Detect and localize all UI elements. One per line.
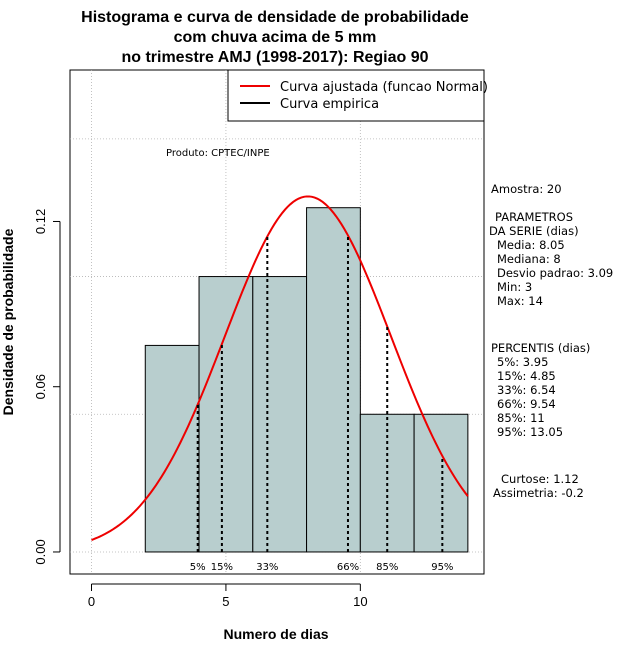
side-p33: 33%: 6.54 bbox=[497, 383, 556, 397]
x-axis-label: Numero de dias bbox=[223, 626, 328, 642]
side-percentis-title: PERCENTIS (dias) bbox=[491, 341, 590, 355]
side-p66: 66%: 9.54 bbox=[497, 397, 556, 411]
side-p15: 15%: 4.85 bbox=[497, 369, 556, 383]
side-p95: 95%: 13.05 bbox=[497, 425, 563, 439]
side-min: Min: 3 bbox=[497, 280, 532, 294]
x-tick-label: 5 bbox=[222, 594, 229, 609]
histogram-bars bbox=[144, 207, 469, 553]
side-p5: 5%: 3.95 bbox=[497, 355, 548, 369]
chart-title-line-2: com chuva acima de 5 mm bbox=[174, 29, 377, 46]
side-parametros-title-2: DA SERIE (dias) bbox=[489, 224, 579, 238]
legend: Curva ajustada (funcao Normal) Curva emp… bbox=[227, 69, 488, 122]
percentile-lines bbox=[196, 235, 444, 552]
x-axis: 0 5 10 bbox=[88, 583, 368, 609]
legend-box bbox=[227, 69, 485, 122]
side-curtose: Curtose: 1.12 bbox=[501, 472, 579, 486]
percentile-label: 85% bbox=[376, 562, 398, 573]
normal-curve-layer bbox=[91, 195, 469, 541]
histogram-bar bbox=[198, 276, 254, 553]
side-max: Max: 14 bbox=[497, 294, 543, 308]
y-axis: 0.00 0.06 0.12 bbox=[33, 209, 61, 565]
y-tick-label: 0.00 bbox=[33, 539, 48, 564]
histogram-bar bbox=[252, 276, 308, 553]
side-parametros-title-1: PARAMETROS bbox=[495, 210, 573, 224]
side-desvio: Desvio padrao: 3.09 bbox=[497, 266, 613, 280]
y-tick-label: 0.06 bbox=[33, 374, 48, 399]
x-tick-label: 0 bbox=[88, 594, 95, 609]
side-media: Media: 8.05 bbox=[497, 238, 565, 252]
percentile-label: 33% bbox=[256, 562, 278, 573]
legend-label-empirica: Curva empirica bbox=[280, 97, 379, 112]
legend-label-normal: Curva ajustada (funcao Normal) bbox=[280, 80, 488, 95]
histogram-bar bbox=[413, 413, 469, 553]
percentile-labels: 5% 15% 33% 66% 85% 95% bbox=[190, 562, 454, 573]
credit-text: Produto: CPTEC/INPE bbox=[166, 148, 270, 159]
histogram-bar bbox=[144, 344, 200, 553]
x-tick-label: 10 bbox=[353, 594, 367, 609]
chart-title-line-1: Histograma e curva de densidade de proba… bbox=[81, 9, 469, 26]
side-amostra: Amostra: 20 bbox=[491, 182, 562, 196]
y-axis-label: Densidade de probabilidade bbox=[0, 228, 16, 415]
percentile-label: 95% bbox=[431, 562, 453, 573]
side-mediana: Mediana: 8 bbox=[497, 252, 561, 266]
normal-curve bbox=[91, 195, 469, 541]
histogram-bar bbox=[306, 207, 361, 553]
percentile-label: 15% bbox=[211, 562, 233, 573]
side-panel: Amostra: 20 PARAMETROS DA SERIE (dias) M… bbox=[489, 182, 613, 500]
percentile-label: 66% bbox=[337, 562, 359, 573]
side-p85: 85%: 11 bbox=[497, 411, 545, 425]
y-tick-label: 0.12 bbox=[33, 209, 48, 234]
percentile-label: 5% bbox=[190, 562, 206, 573]
side-assimetria: Assimetria: -0.2 bbox=[493, 486, 584, 500]
chart-title-line-3: no trimestre AMJ (1998-2017): Regiao 90 bbox=[121, 49, 428, 66]
